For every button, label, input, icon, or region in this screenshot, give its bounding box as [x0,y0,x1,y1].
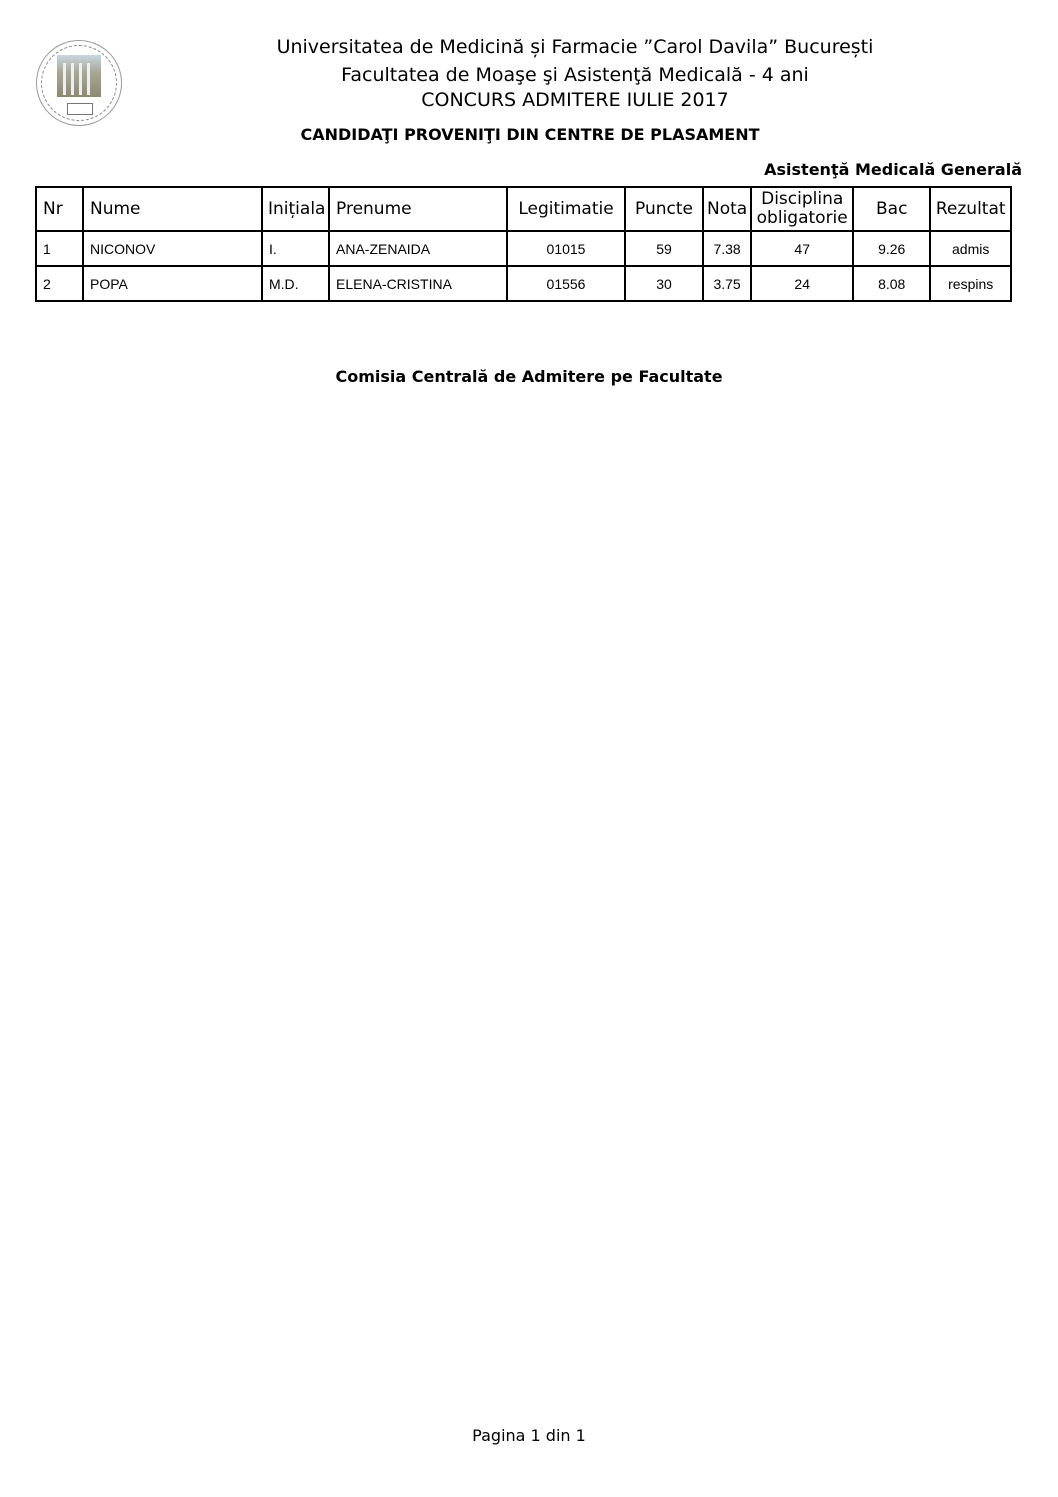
faculty-name: Facultatea de Moaşe şi Asistenţă Medical… [341,64,809,86]
cell-nota: 7.38 [701,230,753,267]
col-bac: Bac [852,186,932,232]
col-nume: Nume [82,186,263,232]
col-nota: Nota [701,186,753,232]
contest-title: CONCURS ADMITERE IULIE 2017 [421,89,729,111]
cell-legitimatie: 01556 [506,265,626,302]
cell-legitimatie: 01015 [506,230,626,267]
cell-disciplina: 24 [750,265,855,302]
cell-bac: 8.08 [852,265,932,302]
col-prenume: Prenume [328,186,508,232]
table-row: 1 NICONOV I. ANA-ZENAIDA 01015 59 7.38 4… [35,230,1013,267]
page-number: Pagina 1 din 1 [472,1426,586,1445]
commission-title: Comisia Centrală de Admitere pe Facultat… [335,367,723,386]
cell-nume: POPA [82,265,263,302]
cell-puncte: 59 [624,230,704,267]
col-nr: Nr [35,186,84,232]
col-initiala: Inițiala [261,186,330,232]
col-puncte: Puncte [624,186,704,232]
cell-disciplina: 47 [750,230,855,267]
cell-nr: 1 [35,230,84,267]
category-title: CANDIDAŢI PROVENIŢI DIN CENTRE DE PLASAM… [300,125,760,144]
specialization-title: Asistenţă Medicală Generală [764,160,1022,179]
cell-nota: 3.75 [701,265,753,302]
cell-initiala: I. [261,230,330,267]
cell-rezultat: respins [929,265,1013,302]
cell-nr: 2 [35,265,84,302]
cell-puncte: 30 [624,265,704,302]
col-disciplina: Disciplina obligatorie [750,186,855,232]
table-header-row: Nr Nume Inițiala Prenume Legitimatie Pun… [35,186,1013,232]
cell-prenume: ELENA-CRISTINA [328,265,508,302]
cell-rezultat: admis [929,230,1013,267]
university-name: Universitatea de Medicină și Farmacie ”C… [276,36,874,58]
cell-nume: NICONOV [82,230,263,267]
cell-initiala: M.D. [261,265,330,302]
col-legitimatie: Legitimatie [506,186,626,232]
university-logo [36,40,122,126]
cell-bac: 9.26 [852,230,932,267]
cell-prenume: ANA-ZENAIDA [328,230,508,267]
col-rezultat: Rezultat [929,186,1013,232]
table-row: 2 POPA M.D. ELENA-CRISTINA 01556 30 3.75… [35,265,1013,302]
results-table: Nr Nume Inițiala Prenume Legitimatie Pun… [35,186,1013,302]
